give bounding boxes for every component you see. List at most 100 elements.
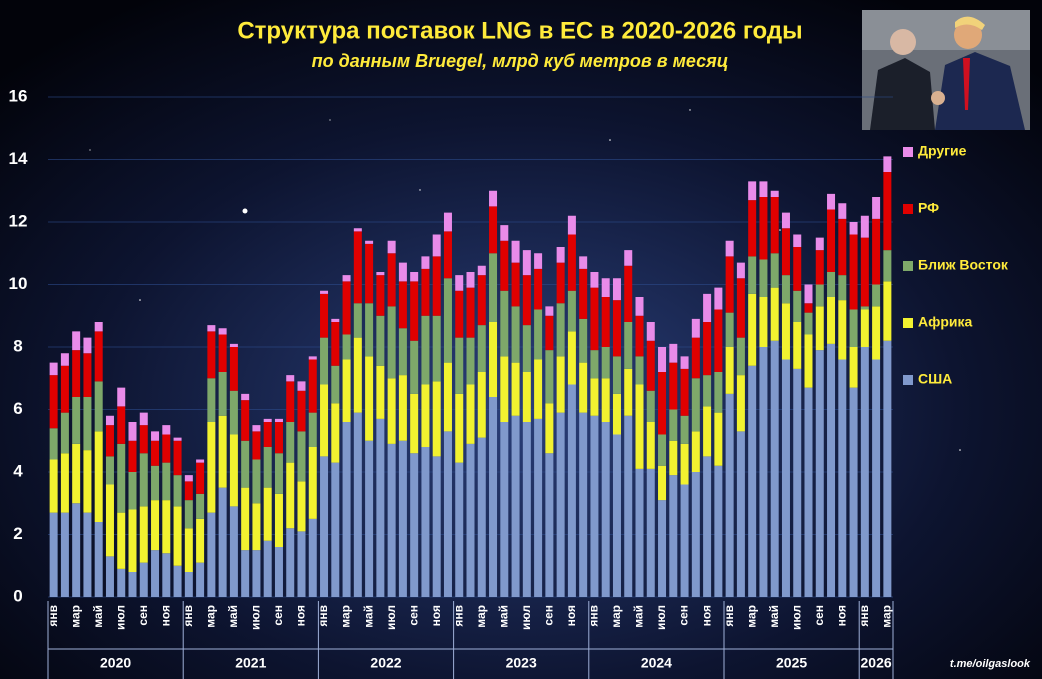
bar-segment [387, 378, 396, 444]
bar-segment [83, 512, 92, 597]
bar-segment [680, 484, 689, 597]
bar-segment [703, 375, 712, 407]
bar-segment [207, 325, 216, 332]
bar-segment [781, 228, 790, 276]
x-tick-label: ноя [834, 605, 848, 626]
bar-segment [601, 378, 610, 422]
bar-segment [308, 518, 317, 597]
bar-segment [545, 453, 554, 597]
x-tick-label: мар [204, 605, 218, 628]
bar-segment [83, 337, 92, 354]
bar-segment [860, 237, 869, 307]
bar-segment [590, 287, 599, 351]
x-tick-label: мар [68, 605, 82, 628]
bar-segment [759, 297, 768, 347]
bar-segment [353, 303, 362, 338]
bar-segment [669, 440, 678, 476]
bar-segment [736, 375, 745, 432]
bar-segment [94, 322, 103, 332]
bar-segment [714, 309, 723, 372]
bar-segment [511, 262, 520, 307]
bar-segment [477, 372, 486, 438]
bar-segment [691, 431, 700, 472]
x-tick-label: июл [789, 605, 803, 630]
bar-segment [849, 387, 858, 597]
bar-segment [489, 397, 498, 597]
legend-label: Африка [918, 314, 973, 330]
bar-segment [320, 290, 329, 294]
bar-segment [286, 528, 295, 597]
bar-segment [49, 362, 58, 376]
bar-segment [241, 487, 250, 551]
bar-segment [72, 443, 81, 504]
bar-segment [736, 262, 745, 279]
x-tick-label: май [91, 605, 105, 628]
bar-segment [567, 331, 576, 385]
bar-segment [725, 347, 734, 394]
bar-segment [241, 393, 250, 401]
legend-swatch [903, 261, 913, 271]
bar-segment [522, 325, 531, 372]
bar-segment [815, 237, 824, 251]
x-tick-label: мар [609, 605, 623, 628]
bar-segment [443, 212, 452, 232]
bar-segment [117, 406, 126, 444]
x-tick-label: мар [474, 605, 488, 628]
bar-segment [522, 422, 531, 597]
bar-segment [263, 487, 272, 541]
bar-segment [556, 262, 565, 304]
bar-segment [883, 156, 892, 172]
bar-segment [860, 215, 869, 238]
bar-segment [624, 415, 633, 597]
bar-segment [286, 462, 295, 529]
bar-segment [184, 572, 193, 597]
bar-segment [635, 315, 644, 357]
bar-segment [252, 503, 261, 551]
bar-segment [489, 190, 498, 207]
bar-segment [522, 275, 531, 326]
bar-segment [815, 306, 824, 351]
year-label: 2026 [861, 655, 892, 671]
bar-segment [601, 297, 610, 347]
bar-segment [500, 225, 509, 241]
bar-segment [387, 306, 396, 379]
bar-segment [455, 290, 464, 338]
bar-segment [793, 234, 802, 247]
bar-segment [286, 422, 295, 463]
bar-segment [342, 334, 351, 360]
bar-segment [804, 303, 813, 313]
bar-segment [60, 412, 69, 454]
bar-segment [759, 347, 768, 597]
bar-segment [658, 347, 667, 372]
bar-segment [860, 347, 869, 597]
bar-segment [612, 356, 621, 394]
bar-segment [49, 428, 58, 460]
bar-segment [579, 318, 588, 363]
bar-segment [297, 381, 306, 391]
x-tick-label: май [361, 605, 375, 628]
bar-segment [274, 453, 283, 494]
y-tick-label: 0 [13, 586, 22, 605]
bar-segment [883, 250, 892, 282]
bar-segment [590, 350, 599, 379]
bar-segment [331, 322, 340, 366]
x-tick-label: янв [722, 605, 736, 627]
bar-segment [263, 540, 272, 597]
bar-segment [455, 275, 464, 291]
bar-segment [849, 222, 858, 235]
bar-segment [669, 362, 678, 410]
bar-segment [466, 272, 475, 288]
bar-segment [421, 315, 430, 385]
bar-segment [320, 456, 329, 597]
legend-swatch [903, 204, 913, 214]
bar-segment [872, 218, 881, 285]
bar-segment [274, 493, 283, 547]
bar-segment [139, 562, 148, 597]
x-tick-label: ноя [429, 605, 443, 626]
bar-segment [759, 259, 768, 297]
bar-segment [838, 203, 847, 219]
bar-segment [883, 172, 892, 251]
x-tick-label: сен [406, 605, 420, 626]
bar-segment [432, 381, 441, 457]
